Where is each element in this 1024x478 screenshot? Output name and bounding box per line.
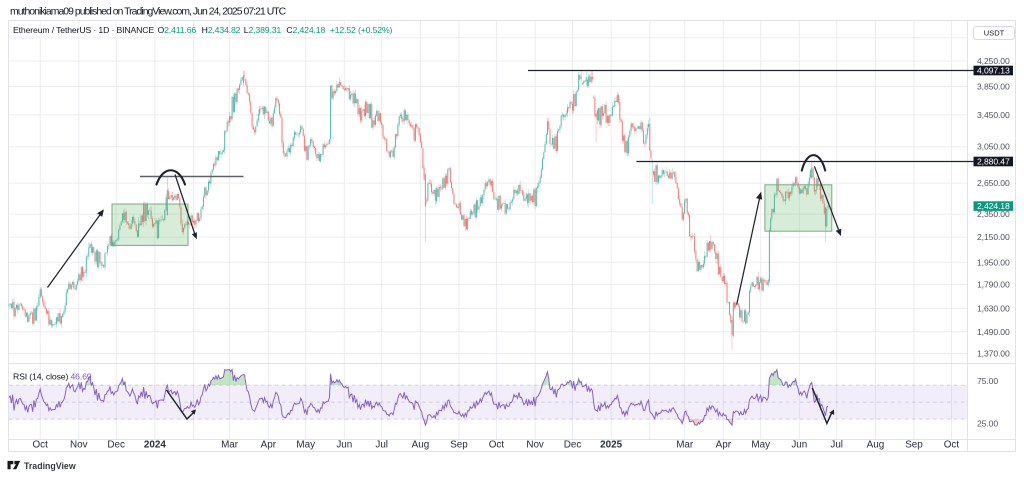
svg-text:2,880.47: 2,880.47	[977, 157, 1010, 167]
svg-text:Nov: Nov	[70, 440, 88, 451]
svg-text:4,097.13: 4,097.13	[977, 66, 1010, 76]
svg-text:Sep: Sep	[905, 440, 923, 451]
svg-text:75.00: 75.00	[977, 376, 998, 386]
svg-text:TradingView: TradingView	[24, 461, 76, 471]
svg-text:2024: 2024	[144, 440, 166, 451]
svg-text:Jul: Jul	[375, 440, 388, 451]
svg-text:RSI (14, close) 46.69: RSI (14, close) 46.69	[13, 372, 92, 382]
svg-text:Sep: Sep	[450, 440, 468, 451]
svg-text:Oct: Oct	[489, 440, 505, 451]
svg-text:May: May	[296, 440, 315, 451]
svg-text:Oct: Oct	[33, 440, 49, 451]
svg-text:Aug: Aug	[867, 440, 885, 451]
svg-text:Aug: Aug	[412, 440, 430, 451]
svg-text:1,370.00: 1,370.00	[977, 349, 1010, 359]
svg-text:Jun: Jun	[336, 440, 352, 451]
svg-text:1,790.00: 1,790.00	[977, 279, 1010, 289]
svg-text:Mar: Mar	[676, 440, 694, 451]
svg-text:Nov: Nov	[526, 440, 544, 451]
svg-text:C2,424.18: C2,424.18	[286, 25, 325, 35]
svg-text:2025: 2025	[600, 440, 622, 451]
svg-text:Jun: Jun	[791, 440, 807, 451]
svg-text:1,950.00: 1,950.00	[977, 257, 1010, 267]
svg-text:Mar: Mar	[221, 440, 239, 451]
svg-text:O2,411.66: O2,411.66	[158, 25, 197, 35]
svg-text:muthonikiama09 published on Tr: muthonikiama09 published on TradingView.…	[10, 7, 287, 18]
svg-text:1,630.00: 1,630.00	[977, 304, 1010, 314]
svg-text:Dec: Dec	[107, 440, 125, 451]
svg-text:H2,434.82: H2,434.82	[202, 25, 241, 35]
svg-text:2,424.18: 2,424.18	[977, 201, 1010, 211]
svg-text:Oct: Oct	[944, 440, 960, 451]
svg-text:USDT: USDT	[984, 28, 1005, 37]
svg-text:2,150.00: 2,150.00	[977, 232, 1010, 242]
svg-text:Apr: Apr	[261, 440, 277, 451]
svg-text:L2,389.31: L2,389.31	[244, 25, 282, 35]
svg-text:1,490.00: 1,490.00	[977, 327, 1010, 337]
svg-text:3,050.00: 3,050.00	[977, 142, 1010, 152]
svg-text:2,350.00: 2,350.00	[977, 209, 1010, 219]
svg-text:25.00: 25.00	[977, 418, 998, 428]
svg-text:+12.52 (+0.52%): +12.52 (+0.52%)	[330, 25, 393, 35]
svg-text:4,250.00: 4,250.00	[977, 56, 1010, 66]
svg-text:Dec: Dec	[564, 440, 582, 451]
svg-text:Ethereum / TetherUS · 1D · BIN: Ethereum / TetherUS · 1D · BINANCE	[13, 25, 154, 35]
svg-text:2,650.00: 2,650.00	[977, 178, 1010, 188]
svg-text:Jul: Jul	[830, 440, 843, 451]
svg-text:Apr: Apr	[716, 440, 732, 451]
svg-text:May: May	[751, 440, 770, 451]
svg-text:3,850.00: 3,850.00	[977, 82, 1010, 92]
svg-text:3,450.00: 3,450.00	[977, 110, 1010, 120]
